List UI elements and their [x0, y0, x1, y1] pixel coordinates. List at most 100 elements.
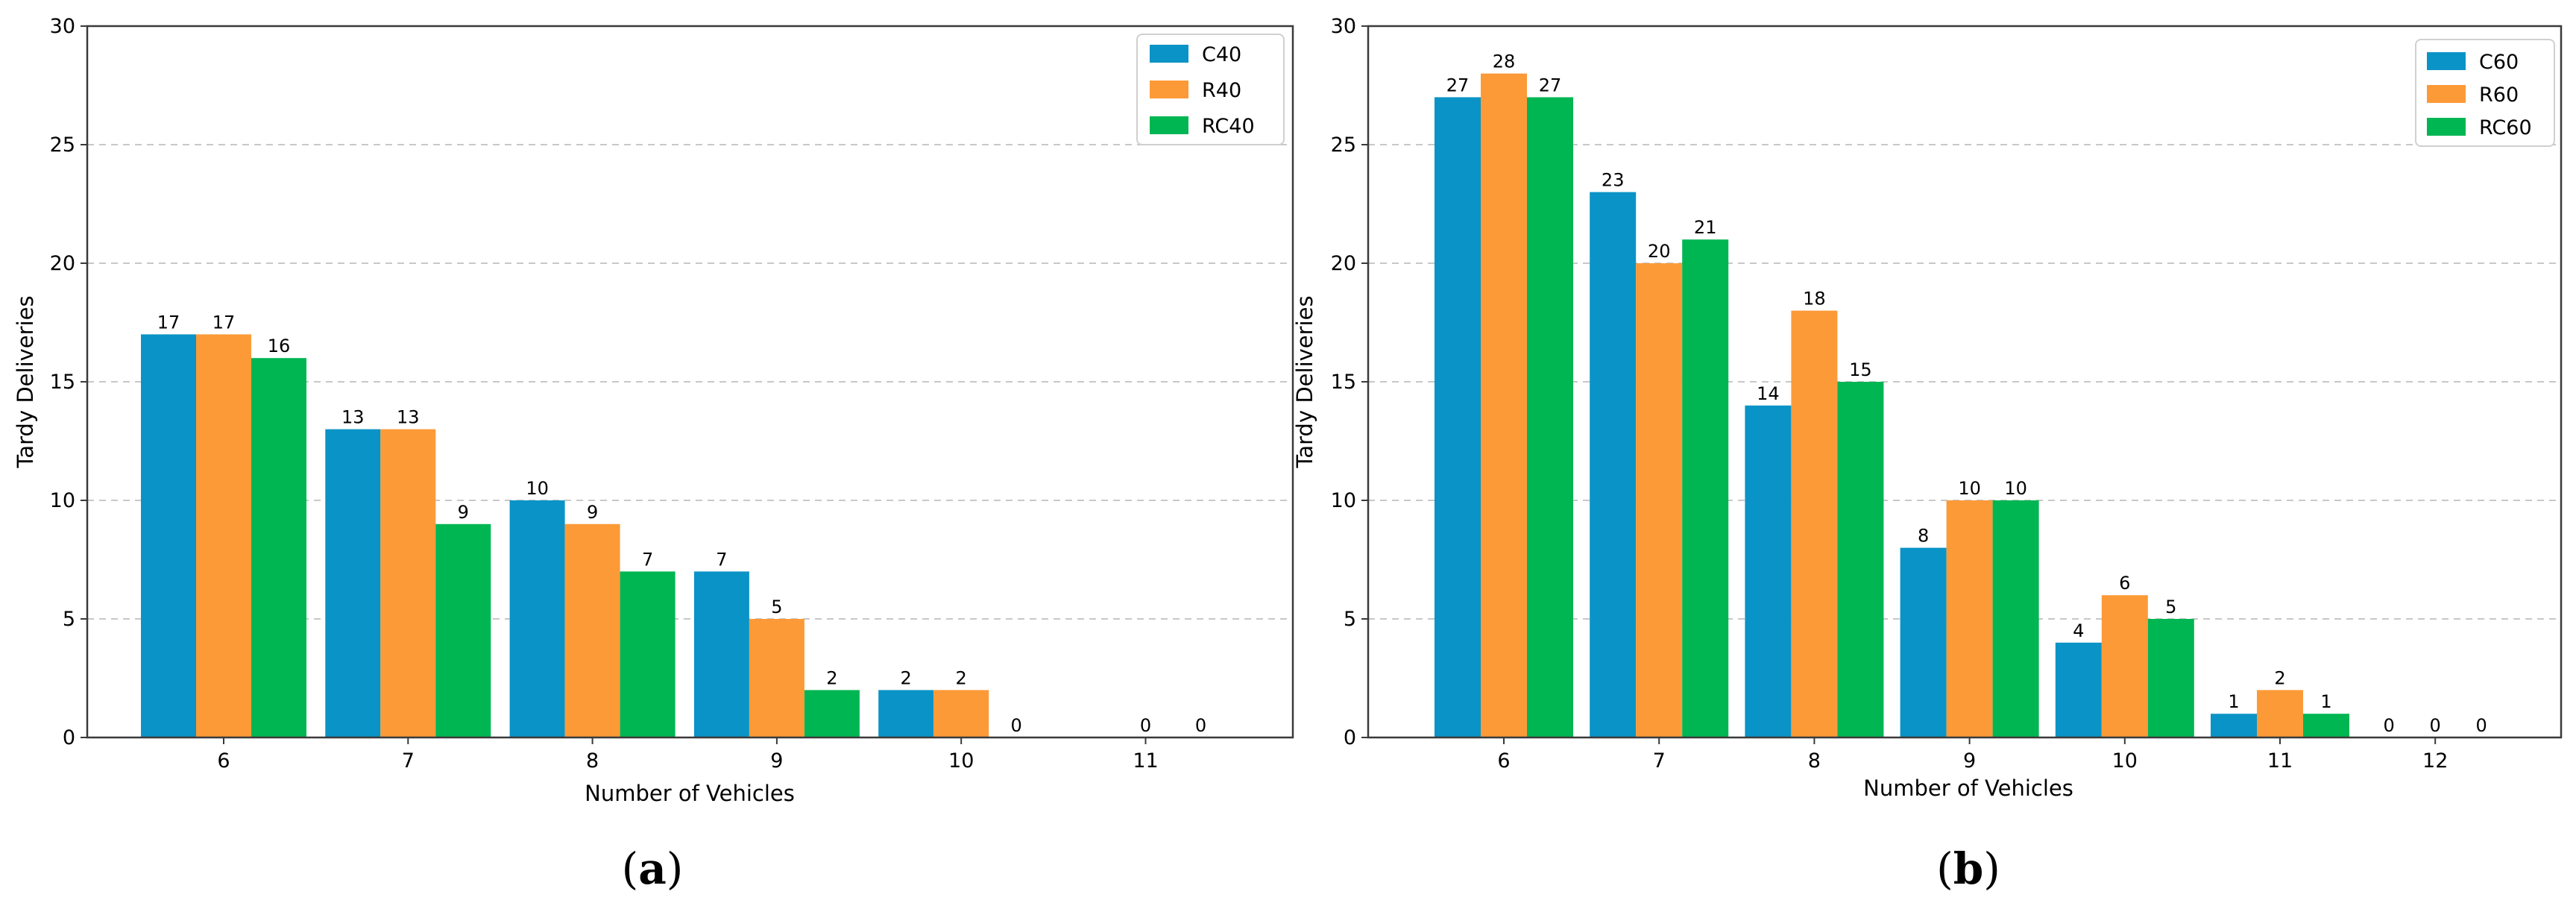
- bar-RC60-9: [1992, 500, 2039, 737]
- bar-value-label: 1: [2228, 691, 2239, 712]
- bar-value-label: 0: [1195, 715, 1206, 736]
- bar-RC40-8: [620, 571, 676, 737]
- bar-value-label: 1: [2320, 691, 2331, 712]
- legend-label-C40: C40: [1202, 43, 1241, 66]
- bar-C60-10: [2055, 642, 2102, 737]
- y-ticks-a: 0 5 10 15 20 25 30: [50, 15, 87, 749]
- x-ticks-b: 6 7 8 9 10 11 12: [1497, 737, 2448, 773]
- bar-R40-6: [196, 334, 251, 737]
- y-tick-label: 20: [50, 252, 75, 275]
- bar-value-label: 20: [1648, 241, 1671, 262]
- y-tick-label: 10: [50, 489, 75, 512]
- bar-value-label: 9: [587, 502, 598, 523]
- bar-RC40-6: [251, 358, 306, 737]
- legend-label-R60: R60: [2479, 84, 2519, 107]
- bar-value-label: 4: [2073, 620, 2084, 641]
- bar-R60-10: [2101, 595, 2148, 737]
- legend-swatch-C40: [1150, 45, 1188, 63]
- bar-value-label: 18: [1803, 289, 1826, 309]
- x-tick-label: 6: [1497, 749, 1510, 773]
- bar-R60-8: [1791, 310, 1838, 738]
- bar-R40-10: [933, 690, 989, 737]
- legend-label-R40: R40: [1202, 79, 1241, 102]
- legend-swatch-R60: [2427, 85, 2466, 103]
- bar-value-label: 27: [1446, 75, 1470, 95]
- legend-label-C60: C60: [2479, 51, 2519, 74]
- legend-b: C60 R60 RC60: [2415, 39, 2555, 147]
- bar-value-label: 27: [1539, 75, 1562, 95]
- y-axis-label-b: Tardy Deliveries: [1292, 295, 1317, 468]
- y-tick-label: 25: [50, 133, 75, 157]
- bar-RC40-7: [435, 523, 491, 737]
- y-tick-label: 15: [50, 371, 75, 394]
- bar-RC60-7: [1682, 239, 1729, 737]
- x-ticks-a: 6 7 8 9 10 11: [217, 737, 1159, 773]
- y-tick-label: 30: [1331, 15, 1356, 38]
- x-tick-label: 9: [1963, 749, 1976, 773]
- bar-value-label: 16: [268, 336, 291, 356]
- bar-C40-6: [141, 334, 196, 737]
- bar-C40-9: [693, 571, 749, 737]
- bar-value-label: 28: [1493, 51, 1516, 72]
- bar-value-label: 6: [2119, 573, 2130, 594]
- bar-C40-10: [878, 690, 934, 737]
- legend-a: C40 R40 RC40: [1136, 34, 1285, 145]
- bar-C40-7: [325, 429, 381, 737]
- y-tick-label: 5: [63, 608, 75, 631]
- x-tick-label: 9: [770, 749, 783, 773]
- bar-value-label: 13: [341, 407, 365, 428]
- bar-value-label: 14: [1757, 383, 1780, 404]
- bar-value-label: 23: [1602, 170, 1625, 191]
- x-tick-label: 8: [1808, 749, 1821, 773]
- bar-value-label: 0: [1011, 715, 1022, 736]
- legend-swatch-RC40: [1150, 116, 1188, 134]
- legend-swatch-R40: [1150, 81, 1188, 98]
- bar-value-label: 17: [212, 312, 236, 333]
- caption-a: (a): [622, 843, 684, 894]
- bar-C60-9: [1900, 547, 1947, 737]
- bar-C60-8: [1745, 405, 1792, 737]
- bar-value-label: 0: [1140, 715, 1151, 736]
- bar-labels-a: 17 17 16 13 13 9 10 9 7 7 5 2 2 2 0 0 0: [157, 312, 1206, 736]
- y-axis-label-a: Tardy Deliveries: [13, 295, 38, 468]
- bar-value-label: 21: [1694, 217, 1717, 238]
- y-ticks-b: 0 5 10 15 20 25 30: [1331, 15, 1368, 749]
- x-tick-label: 7: [402, 749, 415, 773]
- bars-a: [141, 334, 989, 737]
- bar-value-label: 0: [2430, 715, 2441, 736]
- caption-b: (b): [1936, 843, 2000, 894]
- x-tick-label: 11: [1133, 749, 1158, 773]
- x-tick-label: 11: [2267, 749, 2293, 773]
- bar-RC60-10: [2147, 619, 2194, 737]
- bar-RC60-11: [2303, 714, 2349, 737]
- bar-C60-6: [1435, 97, 1481, 737]
- bar-value-label: 2: [826, 667, 837, 688]
- bar-value-label: 5: [2165, 597, 2176, 617]
- y-tick-label: 25: [1331, 133, 1356, 157]
- bar-value-label: 10: [2004, 478, 2027, 499]
- bar-value-label: 7: [716, 549, 727, 570]
- y-tick-label: 5: [1344, 608, 1356, 631]
- legend-label-RC40: RC40: [1202, 115, 1255, 138]
- bar-value-label: 10: [1958, 478, 1981, 499]
- bar-RC40-9: [804, 690, 860, 737]
- bar-value-label: 7: [642, 549, 653, 570]
- bar-RC60-8: [1837, 382, 1884, 737]
- bar-R40-7: [380, 429, 436, 737]
- bar-R40-8: [564, 523, 620, 737]
- x-tick-label: 6: [217, 749, 230, 773]
- bar-R60-11: [2257, 690, 2303, 737]
- bar-value-label: 10: [526, 478, 549, 499]
- y-tick-label: 0: [63, 726, 75, 749]
- legend-label-RC60: RC60: [2479, 116, 2532, 139]
- y-tick-label: 20: [1331, 252, 1356, 275]
- x-tick-label: 7: [1653, 749, 1666, 773]
- bar-value-label: 8: [1918, 526, 1929, 547]
- x-tick-label: 8: [586, 749, 599, 773]
- bar-R40-9: [749, 619, 804, 737]
- bar-value-label: 2: [2274, 667, 2285, 688]
- bar-C60-7: [1590, 192, 1637, 738]
- x-axis-label-a: Number of Vehicles: [585, 781, 795, 806]
- bar-value-label: 9: [458, 502, 469, 523]
